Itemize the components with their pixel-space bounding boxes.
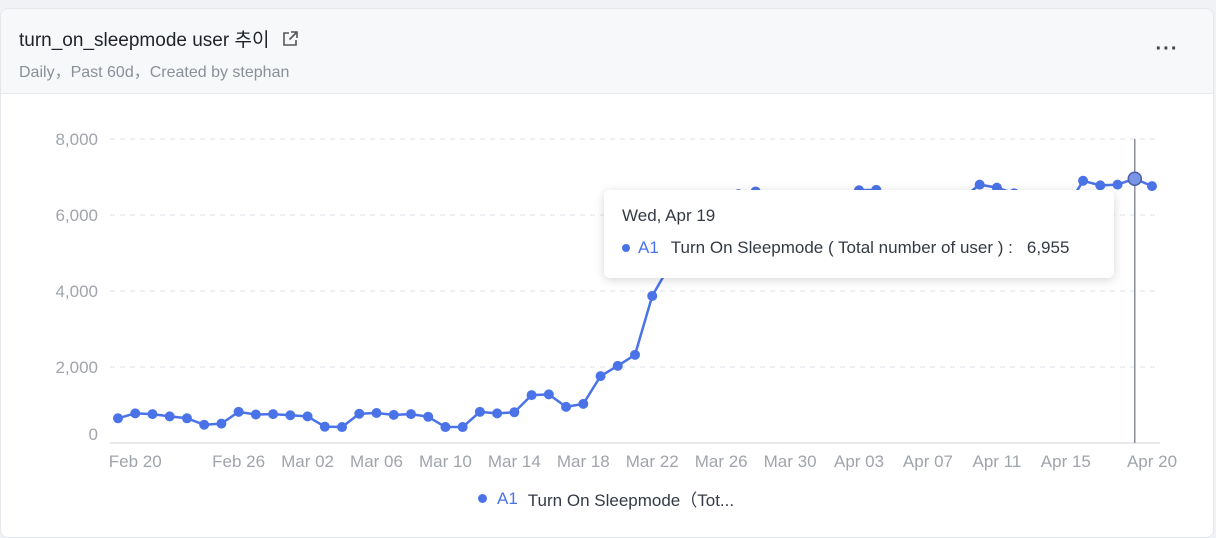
data-point bbox=[561, 401, 572, 412]
tooltip-row: A1 Turn On Sleepmode ( Total number of u… bbox=[622, 238, 1096, 258]
x-tick-label: Mar 30 bbox=[764, 452, 817, 471]
data-point bbox=[147, 409, 158, 420]
data-point bbox=[1112, 179, 1123, 190]
data-point bbox=[405, 409, 416, 420]
tooltip-date: Wed, Apr 19 bbox=[622, 206, 716, 225]
chart-tooltip: Wed, Apr 19 A1 Turn On Sleepmode ( Total… bbox=[604, 190, 1114, 278]
chart-title: turn_on_sleepmode user 추이 bbox=[19, 30, 270, 51]
data-point bbox=[492, 408, 503, 419]
data-point bbox=[285, 410, 296, 421]
card-header: turn_on_sleepmode user 추이 Daily，Past 60d… bbox=[1, 9, 1213, 94]
x-tick-label: Feb 26 bbox=[212, 452, 265, 471]
more-options-button[interactable]: ··· bbox=[1155, 37, 1179, 61]
tooltip-series-id: A1 bbox=[638, 238, 659, 257]
data-point bbox=[595, 371, 606, 382]
legend-label: Turn On Sleepmode（Tot... bbox=[527, 491, 735, 510]
data-point bbox=[1095, 180, 1106, 191]
y-tick-label: 0 bbox=[89, 425, 98, 444]
data-point bbox=[388, 409, 399, 420]
data-point bbox=[268, 409, 279, 420]
data-point bbox=[337, 422, 348, 433]
y-tick-label: 4,000 bbox=[55, 282, 98, 301]
data-point bbox=[1147, 181, 1157, 192]
data-point bbox=[526, 390, 537, 401]
x-tick-label: Mar 18 bbox=[557, 452, 610, 471]
data-point bbox=[181, 413, 192, 424]
data-point bbox=[578, 398, 589, 409]
data-point bbox=[113, 413, 123, 424]
data-point bbox=[974, 179, 985, 190]
x-tick-label: Mar 10 bbox=[419, 452, 472, 471]
external-link-icon[interactable] bbox=[281, 30, 299, 48]
data-point bbox=[612, 360, 623, 371]
data-point bbox=[371, 407, 382, 418]
data-point bbox=[199, 419, 210, 430]
x-tick-label: Apr 15 bbox=[1041, 452, 1091, 471]
legend-dot-icon bbox=[478, 494, 487, 503]
data-point bbox=[440, 422, 451, 433]
data-point bbox=[354, 408, 365, 419]
x-tick-label: Mar 06 bbox=[350, 452, 403, 471]
x-tick-label: Feb 20 bbox=[109, 452, 162, 471]
more-horizontal-icon: ··· bbox=[1155, 37, 1179, 60]
data-point bbox=[164, 411, 175, 422]
data-point bbox=[1078, 175, 1089, 186]
x-tick-label: Apr 07 bbox=[903, 452, 953, 471]
tooltip-value: 6,955 bbox=[1026, 238, 1070, 257]
data-point bbox=[474, 406, 485, 417]
x-tick-label: Mar 14 bbox=[488, 452, 541, 471]
data-point bbox=[423, 411, 434, 422]
data-point bbox=[457, 422, 468, 433]
legend-series-id: A1 bbox=[497, 488, 518, 508]
series-dot-icon bbox=[622, 244, 630, 252]
chart-subtitle: Daily，Past 60d，Created by stephan bbox=[19, 64, 290, 81]
data-point bbox=[1127, 171, 1143, 186]
data-point bbox=[130, 408, 141, 419]
x-tick-label: Mar 02 bbox=[281, 452, 334, 471]
title-row: turn_on_sleepmode user 추이 bbox=[19, 25, 299, 52]
legend-item[interactable]: A1 Turn On Sleepmode（Tot... bbox=[478, 486, 734, 511]
data-point bbox=[250, 409, 261, 420]
x-tick-label: Apr 11 bbox=[972, 452, 1021, 471]
data-point bbox=[630, 349, 640, 360]
data-point bbox=[543, 389, 554, 400]
x-tick-label: Mar 22 bbox=[626, 452, 679, 471]
x-tick-label: Apr 20 bbox=[1127, 452, 1177, 471]
data-point bbox=[302, 411, 313, 422]
y-tick-label: 8,000 bbox=[55, 130, 98, 149]
data-point bbox=[216, 418, 227, 429]
data-point bbox=[647, 290, 658, 301]
data-point bbox=[509, 407, 520, 418]
data-point bbox=[233, 406, 244, 417]
y-tick-label: 6,000 bbox=[55, 206, 98, 225]
x-tick-label: Apr 03 bbox=[834, 452, 884, 471]
x-tick-label: Mar 26 bbox=[695, 452, 748, 471]
data-point bbox=[319, 421, 330, 432]
y-tick-label: 2,000 bbox=[55, 358, 98, 377]
tooltip-series-label: Turn On Sleepmode ( Total number of user… bbox=[670, 238, 1013, 257]
